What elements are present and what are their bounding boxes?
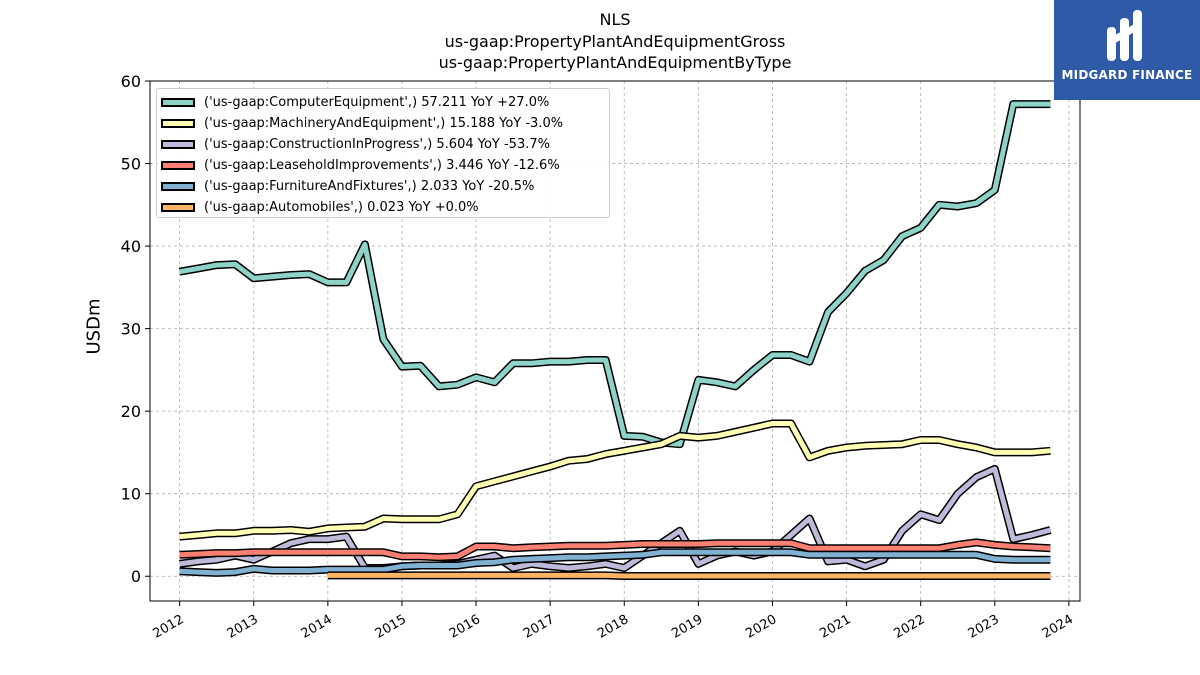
logo-mark-icon	[1107, 10, 1142, 61]
legend-label: ('us-gaap:ConstructionInProgress',) 5.60…	[204, 137, 550, 152]
x-tick-label: 2014	[299, 612, 335, 642]
y-tick-label: 0	[131, 567, 141, 586]
legend-label: ('us-gaap:ComputerEquipment',) 57.211 Yo…	[204, 95, 550, 110]
y-tick-label: 50	[121, 155, 141, 174]
series-line-2	[179, 466, 1052, 571]
logo-text: MIDGARD FINANCE	[1061, 68, 1193, 82]
legend-label: ('us-gaap:MachineryAndEquipment',) 15.18…	[204, 116, 564, 131]
legend-item: ('us-gaap:LeaseholdImprovements',) 3.446…	[157, 155, 609, 176]
legend-swatch	[161, 119, 195, 128]
x-tick-label: 2022	[892, 612, 928, 642]
y-tick-label: 10	[121, 485, 141, 504]
legend-swatch	[161, 182, 195, 191]
legend-item: ('us-gaap:Automobiles',) 0.023 YoY +0.0%	[157, 197, 609, 218]
legend-swatch	[161, 98, 195, 107]
x-tick-label: 2023	[966, 612, 1002, 642]
x-tick-label: 2024	[1040, 612, 1076, 642]
x-tick-label: 2019	[669, 612, 705, 642]
x-tick-label: 2016	[447, 612, 483, 642]
series-line-3	[179, 539, 1051, 560]
legend-swatch	[161, 140, 195, 149]
logo: MIDGARD FINANCE	[1054, 0, 1200, 100]
y-tick-label: 20	[121, 402, 141, 421]
x-tick-label: 2018	[595, 612, 631, 642]
x-tick-label: 2017	[521, 612, 557, 642]
x-tick-label: 2012	[150, 612, 186, 642]
chart-title-line-3: us-gaap:PropertyPlantAndEquipmentByType	[438, 53, 792, 72]
legend-item: ('us-gaap:ConstructionInProgress',) 5.60…	[157, 134, 609, 155]
legend-swatch	[161, 161, 195, 170]
chart-title-line-1: NLS	[599, 10, 631, 29]
legend-item: ('us-gaap:MachineryAndEquipment',) 15.18…	[157, 113, 609, 134]
x-tick-label: 2013	[225, 612, 261, 642]
legend-label: ('us-gaap:Automobiles',) 0.023 YoY +0.0%	[204, 200, 479, 215]
series-line-1	[179, 421, 1051, 540]
series-line-5	[327, 572, 1051, 579]
x-tick-label: 2021	[817, 612, 853, 642]
chart-title-line-2: us-gaap:PropertyPlantAndEquipmentGross	[444, 32, 786, 51]
legend: ('us-gaap:ComputerEquipment',) 57.211 Yo…	[156, 88, 610, 218]
x-tick-label: 2020	[743, 612, 779, 642]
y-axis-label: USDm	[83, 298, 105, 355]
series-line-0	[179, 101, 1051, 447]
legend-swatch	[161, 203, 195, 212]
plot-frame	[149, 80, 1081, 602]
y-tick-label: 60	[121, 72, 141, 91]
legend-label: ('us-gaap:LeaseholdImprovements',) 3.446…	[204, 158, 560, 173]
legend-label: ('us-gaap:FurnitureAndFixtures',) 2.033 …	[204, 179, 535, 194]
legend-item: ('us-gaap:FurnitureAndFixtures',) 2.033 …	[157, 176, 609, 197]
y-tick-label: 40	[121, 237, 141, 256]
legend-item: ('us-gaap:ComputerEquipment',) 57.211 Yo…	[157, 92, 609, 113]
series-line-4	[179, 549, 1051, 576]
x-tick-label: 2015	[373, 612, 409, 642]
y-tick-label: 30	[121, 320, 141, 339]
